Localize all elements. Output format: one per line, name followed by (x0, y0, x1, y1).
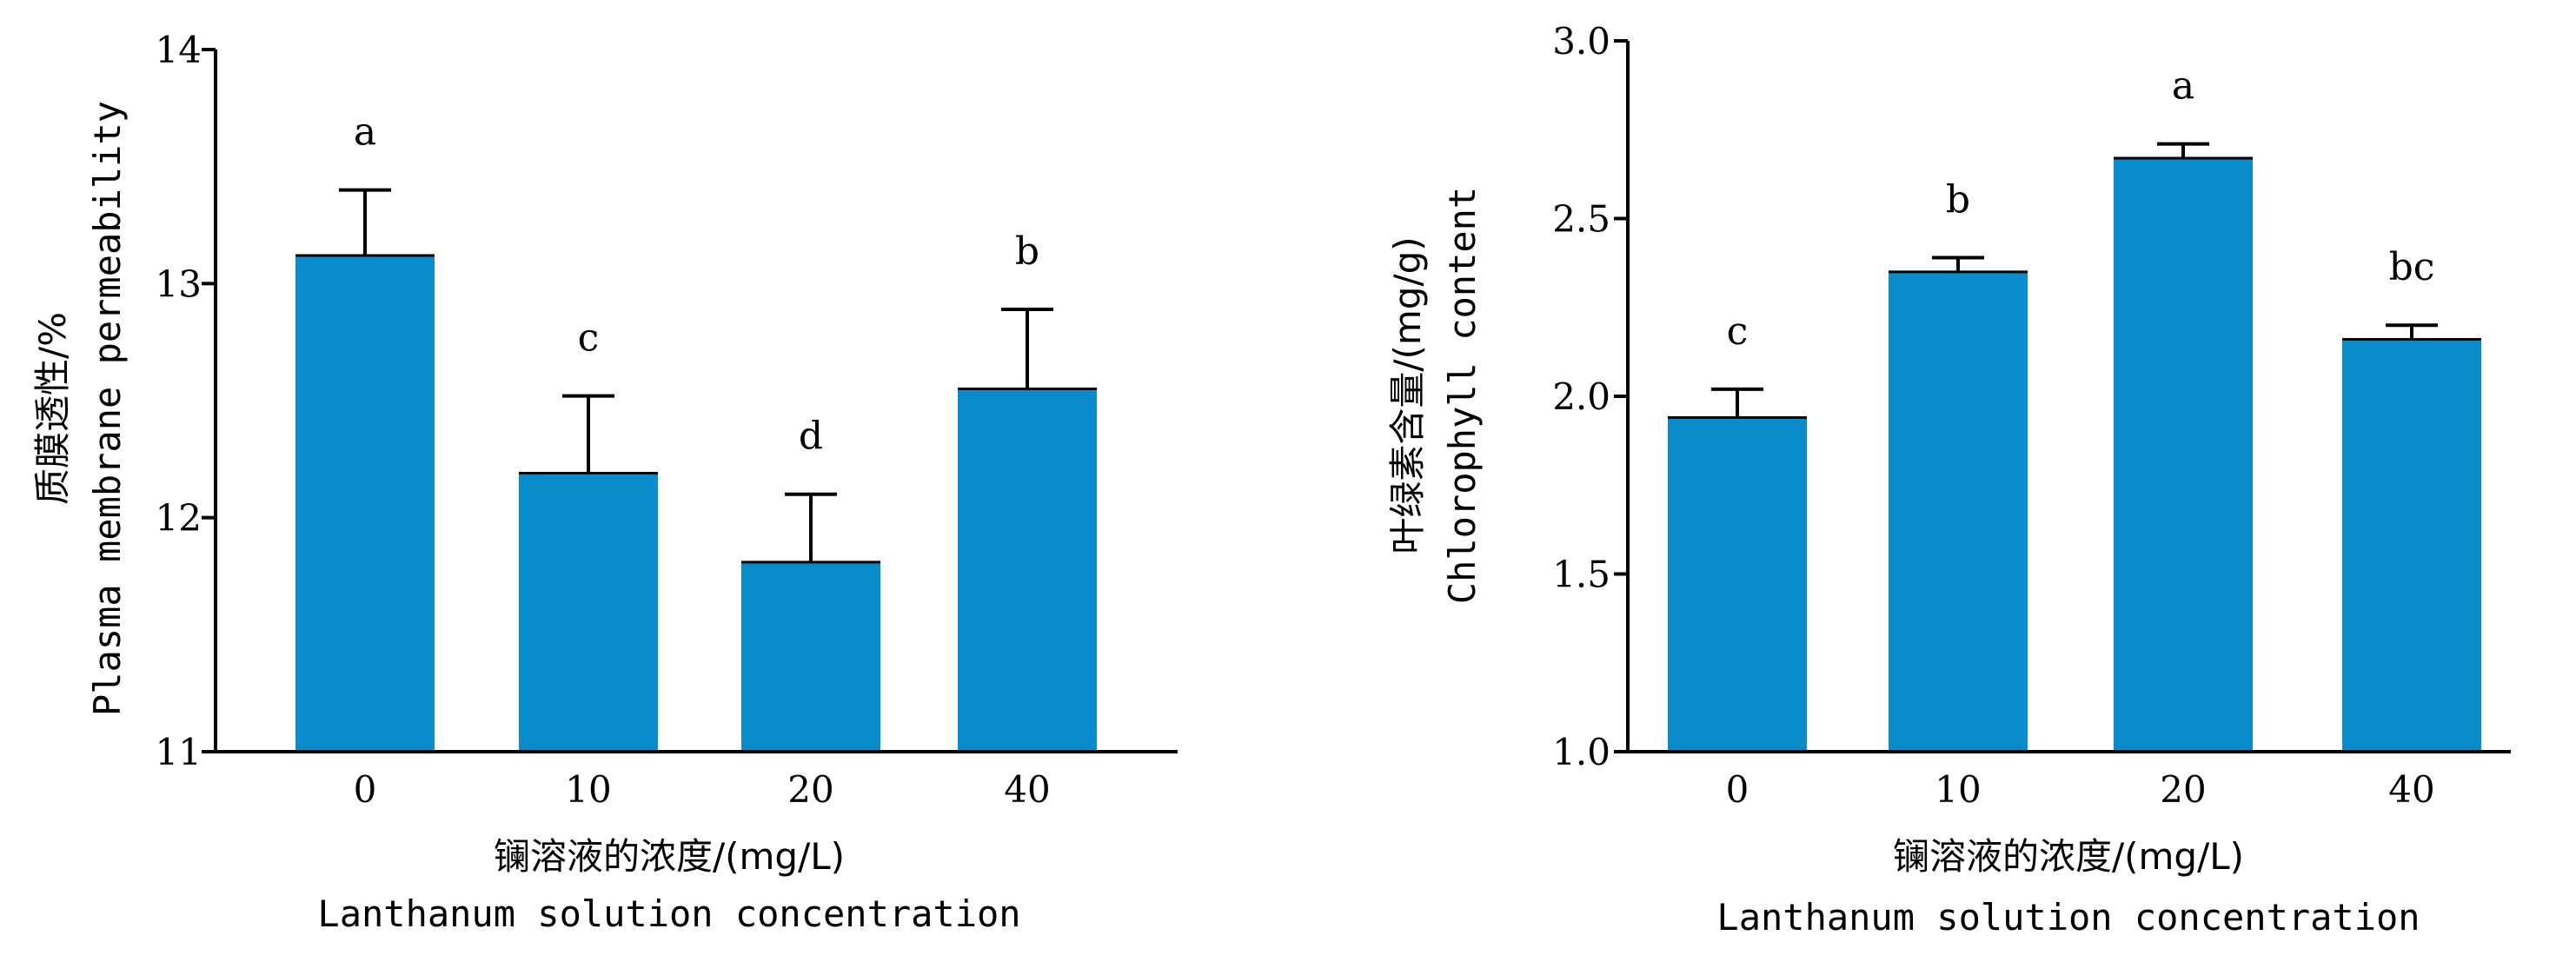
bar (519, 473, 658, 752)
bar (741, 561, 880, 752)
y-tick-label: 11 (156, 731, 202, 773)
y-tick-label: 12 (156, 497, 202, 540)
y-axis-label-en: Plasma membrane permeability (86, 101, 129, 716)
y-tick-label: 14 (156, 29, 202, 71)
x-axis-label-cn: 镧溶液的浓度/(mg/L) (494, 835, 845, 878)
y-axis-label-cn: 质膜透性/% (31, 312, 74, 505)
y-axis-label-cn: 叶绿素含量/(mg/g) (1386, 236, 1429, 554)
x-tick-label: 10 (1935, 768, 1981, 811)
y-tick-label: 1.5 (1552, 554, 1610, 596)
bar (2114, 157, 2253, 753)
bar (1889, 271, 2028, 753)
significance-label: b (1946, 177, 1970, 222)
y-tick-label: 2.5 (1552, 198, 1610, 241)
membrane-permeability-chart: 质膜透性/% Plasma membrane permeability 镧溶液的… (31, 29, 1178, 935)
y-tick-label: 3.0 (1552, 20, 1610, 63)
bar (1668, 417, 1807, 752)
bar (295, 255, 435, 753)
significance-label: a (2172, 64, 2194, 109)
significance-label: d (799, 415, 823, 459)
x-tick-label: 20 (2160, 768, 2206, 811)
y-tick-label: 1.0 (1552, 731, 1610, 773)
x-tick-label: 40 (1004, 768, 1050, 811)
significance-label: c (578, 316, 600, 361)
bar (958, 388, 1097, 752)
x-axis-label-en: Lanthanum solution concentration (1716, 896, 2420, 939)
y-tick-label: 13 (156, 262, 202, 305)
significance-label: c (1727, 309, 1749, 354)
x-axis-label-cn: 镧溶液的浓度/(mg/L) (1893, 835, 2244, 878)
x-tick-label: 20 (787, 768, 833, 811)
significance-label: b (1015, 229, 1039, 274)
significance-label: bc (2389, 245, 2435, 289)
y-axis-label-en: Chlorophyll content (1441, 187, 1484, 604)
x-axis-label-en: Lanthanum solution concentration (317, 892, 1020, 935)
x-tick-label: 0 (354, 768, 377, 811)
y-tick-label: 2.0 (1552, 375, 1610, 418)
x-tick-label: 40 (2388, 768, 2434, 811)
x-tick-label: 0 (1726, 768, 1749, 811)
x-tick-label: 10 (565, 768, 611, 811)
chlorophyll-content-chart: 叶绿素含量/(mg/g) Chlorophyll content 镧溶液的浓度/… (1386, 20, 2511, 939)
bar (2342, 339, 2481, 752)
significance-label: a (354, 110, 376, 155)
